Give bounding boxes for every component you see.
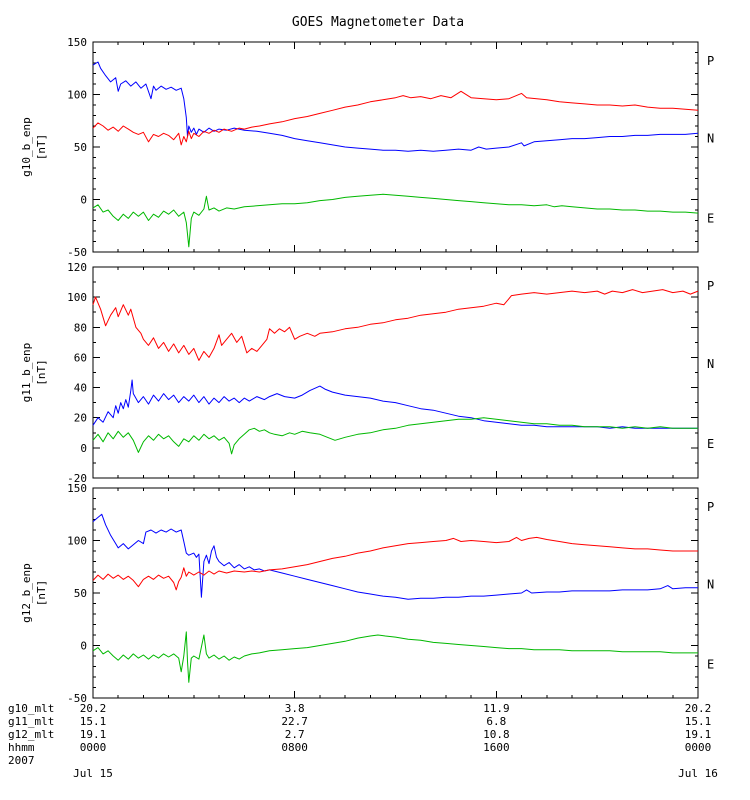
y-axis-title: g12_b_enp	[20, 563, 33, 623]
footer-value: 15.1	[685, 715, 712, 728]
footer-value: 6.8	[486, 715, 506, 728]
trace-P	[92, 289, 699, 361]
y-tick-label: -20	[67, 472, 87, 485]
trace-label-N: N	[707, 132, 714, 146]
panel-g11: -20 0 20 40 60 80 100 120 g11_b_enp [nT] P N E	[20, 261, 714, 485]
trace-label-E: E	[707, 211, 714, 225]
footer-value: 3.8	[285, 702, 305, 715]
trace-N	[92, 193, 699, 248]
y-tick-label: 0	[80, 194, 87, 207]
footer-value: 0000	[80, 741, 107, 754]
trace-label-P: P	[707, 54, 714, 68]
footer-value: 19.1	[685, 728, 712, 741]
panel-frame	[92, 41, 699, 253]
trace-N	[92, 631, 698, 683]
footer-row-label: g12_mlt	[8, 728, 54, 741]
footer-row-label: g10_mlt	[8, 702, 54, 715]
panel-frame	[92, 487, 699, 699]
footer-value: Jul 15	[73, 767, 113, 780]
footer-value: 19.1	[80, 728, 107, 741]
panel-g10: -50 0 50 100 150 g10_b_enp [nT] P N E	[20, 36, 714, 259]
footer-value: 2.7	[285, 728, 305, 741]
trace-label-P: P	[707, 279, 714, 293]
y-tick-label: 60	[74, 351, 87, 364]
y-tick-label: 40	[74, 382, 87, 395]
y-axis-units: [nT]	[35, 580, 48, 607]
footer-value: 20.2	[80, 702, 107, 715]
footer-row-label: hhmm	[8, 741, 35, 754]
y-tick-label: 50	[74, 141, 87, 154]
footer-value: 20.2	[685, 702, 712, 715]
trace-P	[92, 536, 698, 591]
y-tick-label: 80	[74, 321, 87, 334]
trace-P	[92, 90, 699, 146]
footer-row-label: 2007	[8, 754, 35, 767]
footer-value: 0000	[685, 741, 712, 754]
trace-E	[92, 61, 699, 152]
trace-label-N: N	[707, 357, 714, 371]
y-axis-units: [nT]	[35, 134, 48, 161]
y-tick-label: -50	[67, 692, 87, 705]
y-tick-label: 0	[80, 640, 87, 653]
footer-value: 10.8	[483, 728, 510, 741]
footer-value: Jul 16	[678, 767, 718, 780]
footer-value: 15.1	[80, 715, 107, 728]
footer-annotations: g10_mlt 20.2 3.8 11.9 20.2 g11_mlt 15.1 22.7 6.8…	[8, 702, 718, 780]
trace-E	[92, 513, 698, 600]
y-tick-label: 20	[74, 412, 87, 425]
y-tick-label: 100	[67, 89, 87, 102]
panel-g12: -50 0 50 100 150 g12_b_enp [nT] P N E	[20, 482, 714, 705]
trace-E	[92, 379, 698, 429]
footer-value: 11.9	[483, 702, 510, 715]
y-tick-label: 50	[74, 587, 87, 600]
footer-row-label: g11_mlt	[8, 715, 54, 728]
y-tick-label: 100	[67, 291, 87, 304]
trace-label-E: E	[707, 437, 714, 451]
trace-label-P: P	[707, 500, 714, 514]
footer-value: 0800	[281, 741, 308, 754]
panel-frame	[92, 266, 699, 479]
trace-label-N: N	[707, 578, 714, 592]
footer-value: 1600	[483, 741, 510, 754]
chart-title: GOES Magnetometer Data	[292, 15, 464, 30]
y-axis-units: [nT]	[35, 359, 48, 386]
y-axis-title: g10_b_enp	[20, 117, 33, 177]
y-tick-label: 100	[67, 535, 87, 548]
y-tick-label: 120	[67, 261, 87, 274]
y-tick-label: -50	[67, 246, 87, 259]
y-tick-label: 0	[80, 442, 87, 455]
trace-label-E: E	[707, 657, 714, 671]
y-axis-title: g11_b_enp	[20, 343, 33, 403]
footer-value: 22.7	[281, 715, 308, 728]
y-tick-label: 150	[67, 36, 87, 49]
trace-N	[92, 417, 698, 455]
y-tick-label: 150	[67, 482, 87, 495]
